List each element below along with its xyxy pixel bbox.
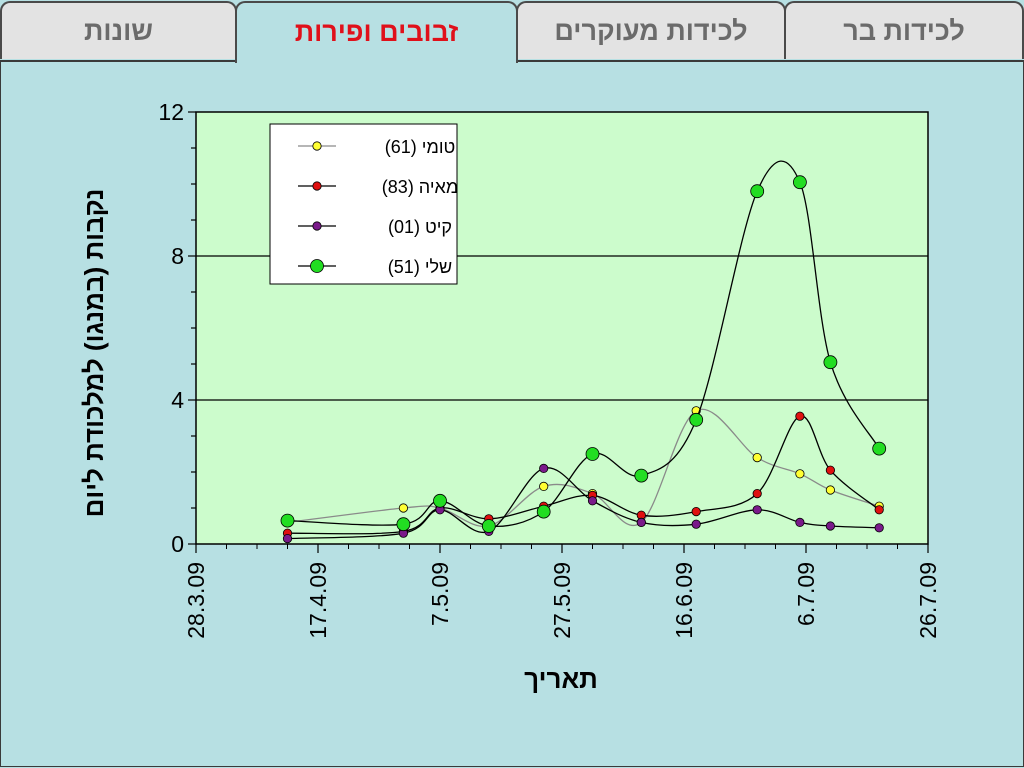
data-point (825, 485, 836, 495)
data-point (795, 469, 805, 479)
x-tick-label: 26.7.09 (915, 562, 941, 639)
data-point (795, 411, 805, 421)
data-point (398, 503, 408, 513)
data-point (691, 519, 701, 529)
data-point (872, 441, 887, 456)
legend-marker (312, 181, 322, 191)
legend-marker (312, 221, 322, 231)
y-axis-title: נקבות (במנגו) למלכודת ליום (79, 189, 109, 518)
data-point (793, 175, 807, 190)
data-point (536, 504, 551, 519)
data-point (433, 493, 447, 508)
y-tick-label: 8 (171, 243, 184, 269)
data-point (539, 463, 549, 473)
x-tick-label: 27.5.09 (549, 562, 575, 639)
data-point (874, 505, 884, 515)
series-2 (282, 463, 884, 544)
data-point (825, 465, 836, 475)
data-point (795, 517, 805, 528)
data-point (752, 488, 762, 499)
data-point (539, 481, 549, 491)
x-axis-title: תאריך (524, 664, 598, 694)
x-tick-label: 28.3.09 (183, 562, 209, 639)
data-point (587, 496, 598, 506)
data-point (691, 506, 701, 517)
data-point (750, 184, 765, 199)
tab-wild-captures[interactable]: לכידות בר (784, 1, 1024, 59)
axes: 0 4 8 12 28.3.09 17.4.09 7.5.09 27.5.09 16.6.09 6… (158, 99, 941, 639)
data-point (282, 533, 293, 544)
data-point (636, 517, 646, 528)
data-point (689, 412, 704, 427)
data-point (823, 355, 838, 370)
tab-sterile-captures[interactable]: לכידות מעוקרים (516, 1, 786, 59)
x-tick-label: 7.5.09 (427, 562, 453, 626)
data-point (481, 519, 496, 533)
legend-label: קיט (01) (388, 217, 452, 237)
legend-marker (310, 259, 324, 273)
x-tick-label: 16.6.09 (671, 562, 697, 639)
legend-box (269, 123, 458, 285)
y-tick-label: 4 (171, 387, 184, 413)
data-point (752, 452, 762, 463)
series-3 (280, 160, 887, 533)
data-point (752, 505, 762, 515)
data-point (396, 517, 411, 532)
legend-label: מאיה (83) (382, 177, 458, 197)
series-layer (280, 160, 887, 544)
tab-misc[interactable]: שונות (0, 1, 237, 59)
data-point (280, 513, 295, 528)
x-tick-label: 17.4.09 (305, 562, 331, 639)
tab-bar: שונות זבובים ופירות לכידות מעוקרים לכידו… (0, 0, 1024, 63)
data-point (874, 523, 884, 533)
legend: טומי (61) מאיה (83) קיט (01) שלי (51) (269, 123, 458, 285)
y-tick-label: 0 (171, 531, 184, 557)
data-point (634, 468, 649, 483)
data-point (825, 521, 836, 531)
data-point (585, 447, 600, 461)
legend-label: טומי (61) (385, 137, 456, 157)
tab-flies-and-fruits[interactable]: זבובים ופירות (235, 1, 518, 63)
legend-marker (312, 141, 322, 151)
legend-label: שלי (51) (388, 257, 452, 277)
y-tick-label: 12 (158, 99, 184, 125)
x-tick-label: 6.7.09 (793, 562, 819, 626)
